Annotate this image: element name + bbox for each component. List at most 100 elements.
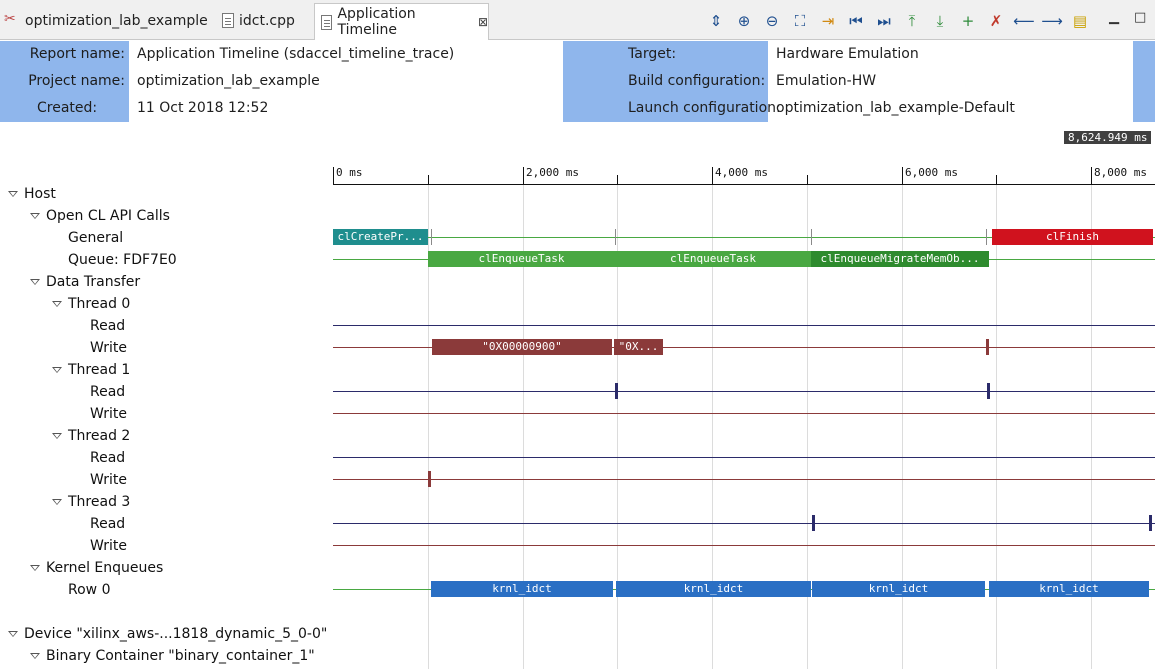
expand-toggle-icon[interactable] xyxy=(8,183,18,205)
zoom-fit-icon[interactable]: ⛶ xyxy=(794,12,806,30)
tree-node[interactable]: Thread 1 xyxy=(68,362,131,378)
ruler-tick-label: 8,000 ms xyxy=(1094,166,1147,179)
file-icon xyxy=(222,13,234,28)
tree-node[interactable]: Open CL API Calls xyxy=(46,208,170,224)
transfer-tick[interactable] xyxy=(812,515,815,531)
lane-line xyxy=(333,457,1155,458)
next-marker-icon[interactable]: ⟶ xyxy=(1041,12,1063,30)
timeline-toolbar: ⇕ ⊕ ⊖ ⛶ ⇥ ⏮ ⏭ ⤒ ⤓ + ✗ ⟵ ⟶ ▤ xyxy=(705,10,1097,32)
timeline-event[interactable]: krnl_idct xyxy=(989,581,1149,597)
timeline-event[interactable]: krnl_idct xyxy=(616,581,811,597)
add-cursor-icon[interactable]: + xyxy=(961,12,975,30)
expand-toggle-icon[interactable] xyxy=(30,557,40,579)
timeline-event[interactable]: clEnqueueTask xyxy=(428,251,615,267)
tree-node[interactable]: Device "xilinx_aws-...1818_dynamic_5_0-0… xyxy=(24,626,328,642)
tree-node[interactable]: Row 0 xyxy=(68,582,111,598)
timeline-event[interactable]: krnl_idct xyxy=(812,581,985,597)
ruler-tick-label: 6,000 ms xyxy=(905,166,958,179)
project-name-value: optimization_lab_example xyxy=(137,73,320,89)
tree-node[interactable]: Kernel Enqueues xyxy=(46,560,164,576)
timeline-event[interactable]: "0X00000900" xyxy=(432,339,612,355)
tab-application-timeline[interactable]: Application Timeline ⊠ xyxy=(314,3,489,40)
grid-line xyxy=(1091,185,1092,669)
tree-node[interactable]: General xyxy=(68,230,124,246)
zoom-out-icon[interactable]: ⊖ xyxy=(765,12,779,30)
editor-tab-bar: optimization_lab_example idct.cpp Applic… xyxy=(0,0,1155,40)
expand-toggle-icon[interactable] xyxy=(52,425,62,447)
tree-node[interactable]: Read xyxy=(90,384,126,400)
expand-toggle-icon[interactable] xyxy=(30,205,40,227)
tree-node[interactable]: Thread 0 xyxy=(68,296,131,312)
tree-node[interactable]: Queue: FDF7E0 xyxy=(68,252,177,268)
ruler-tick xyxy=(1091,167,1092,185)
remove-marker-icon[interactable]: ✗ xyxy=(989,12,1003,30)
timeline-event[interactable]: clFinish xyxy=(992,229,1153,245)
tree-node[interactable]: Write xyxy=(90,406,127,422)
grid-line xyxy=(902,185,903,669)
tree-node[interactable]: Host xyxy=(24,186,56,202)
tree-node[interactable]: Data Transfer xyxy=(46,274,141,290)
ruler-tick xyxy=(902,167,903,185)
expand-toggle-icon[interactable] xyxy=(30,271,40,293)
ruler-baseline xyxy=(333,184,1155,185)
previous-event-icon[interactable]: ⤒ xyxy=(908,12,916,30)
minimize-icon[interactable]: ▁ xyxy=(1109,10,1119,25)
grid-line xyxy=(996,185,997,669)
timeline-event[interactable]: clEnqueueTask xyxy=(615,251,811,267)
tab-label: idct.cpp xyxy=(239,12,295,29)
ruler-tick xyxy=(333,167,334,185)
expand-toggle-icon[interactable] xyxy=(30,645,40,667)
tree-node[interactable]: Write xyxy=(90,472,127,488)
timeline-event[interactable]: clCreatePr... xyxy=(333,229,428,245)
grid-line xyxy=(712,185,713,669)
transfer-tick[interactable] xyxy=(986,339,989,355)
tab-idct-cpp[interactable]: idct.cpp xyxy=(222,2,295,39)
tree-node[interactable]: Write xyxy=(90,340,127,356)
zoom-in-icon[interactable]: ⊕ xyxy=(737,12,751,30)
tree-node[interactable]: Read xyxy=(90,450,126,466)
previous-marker-icon[interactable]: ⟵ xyxy=(1013,12,1035,30)
tree-node[interactable]: Write xyxy=(90,538,127,554)
lane-line xyxy=(333,237,1155,238)
tree-node[interactable]: Binary Container "binary_container_1" xyxy=(46,648,315,664)
add-marker-icon[interactable]: ⇥ xyxy=(821,12,835,30)
expand-toggle-icon[interactable] xyxy=(52,293,62,315)
expand-collapse-icon[interactable]: ⇕ xyxy=(709,12,723,30)
next-event-icon[interactable]: ⤓ xyxy=(936,12,944,30)
project-name-label: Project name: xyxy=(28,73,125,89)
tools-icon xyxy=(4,11,20,29)
timeline-event[interactable]: "0X... xyxy=(614,339,663,355)
tab-label: Application Timeline xyxy=(337,6,416,38)
expand-toggle-icon[interactable] xyxy=(52,359,62,381)
expand-toggle-icon[interactable] xyxy=(52,491,62,513)
ruler-tick xyxy=(807,175,808,185)
grid-line xyxy=(807,185,808,669)
transfer-tick[interactable] xyxy=(987,383,990,399)
expand-toggle-icon[interactable] xyxy=(8,623,18,645)
created-label: Created: xyxy=(37,100,98,116)
right-label-column xyxy=(563,41,768,122)
ruler-tick xyxy=(428,175,429,185)
go-to-start-icon[interactable]: ⏮ xyxy=(849,12,863,30)
tree-node[interactable]: Thread 2 xyxy=(68,428,131,444)
tree-node[interactable]: Read xyxy=(90,516,126,532)
timeline-event[interactable]: clEnqueueMigrateMemOb... xyxy=(811,251,989,267)
transfer-tick[interactable] xyxy=(1149,515,1152,531)
show-ruler-icon[interactable]: ▤ xyxy=(1072,12,1088,30)
ruler-tick xyxy=(996,175,997,185)
header-edge xyxy=(1133,41,1155,122)
transfer-tick[interactable] xyxy=(428,471,431,487)
go-to-end-icon[interactable]: ⏭ xyxy=(877,12,891,30)
maximize-icon[interactable]: □ xyxy=(1134,10,1147,25)
tab-optimization-lab-example[interactable]: optimization_lab_example xyxy=(4,2,208,39)
transfer-tick[interactable] xyxy=(615,383,618,399)
created-value: 11 Oct 2018 12:52 xyxy=(137,100,269,116)
time-ruler[interactable]: 0 ms 2,000 ms 4,000 ms 6,000 ms 8,000 ms xyxy=(333,163,1155,185)
lane-line xyxy=(333,545,1155,546)
event-marker xyxy=(811,229,812,245)
close-tab-icon[interactable]: ⊠ xyxy=(477,15,488,29)
tree-node[interactable]: Read xyxy=(90,318,126,334)
timeline-event[interactable]: krnl_idct xyxy=(431,581,613,597)
timeline-canvas[interactable]: clCreatePr... clFinish clEnqueueTask clEnqu… xyxy=(333,185,1155,669)
tree-node[interactable]: Thread 3 xyxy=(68,494,131,510)
